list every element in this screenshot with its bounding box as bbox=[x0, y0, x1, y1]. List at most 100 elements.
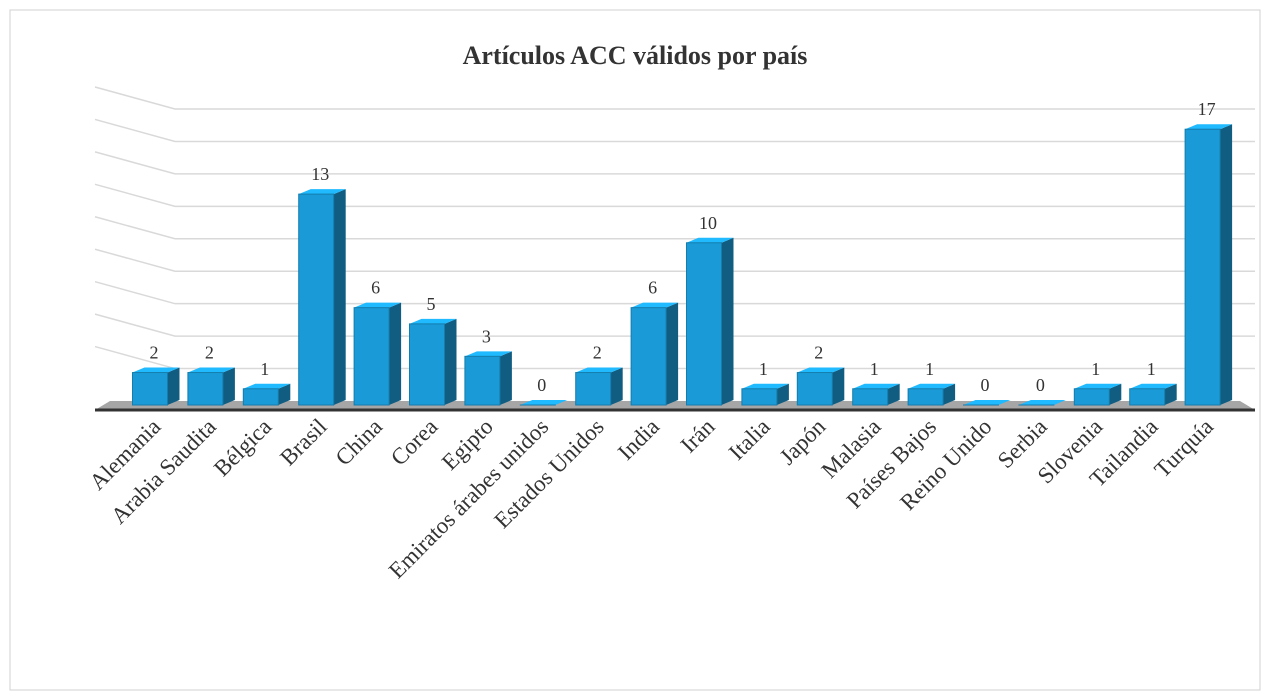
bar-top bbox=[132, 367, 180, 373]
bar-top bbox=[1018, 400, 1066, 405]
bar-front bbox=[242, 388, 279, 406]
grid-line bbox=[94, 313, 1255, 337]
bar bbox=[464, 351, 512, 406]
grid-line bbox=[94, 183, 1255, 208]
data-label: 1 bbox=[260, 359, 269, 379]
bar bbox=[187, 367, 235, 406]
bar-front bbox=[1129, 388, 1166, 406]
bar-front bbox=[852, 388, 889, 406]
bar bbox=[298, 189, 346, 406]
bar-top bbox=[852, 383, 900, 389]
bar-side bbox=[887, 383, 900, 405]
data-label: 17 bbox=[1198, 99, 1216, 119]
grid-line bbox=[94, 118, 1255, 143]
data-label: 2 bbox=[150, 343, 159, 363]
bar-top bbox=[464, 351, 512, 357]
bar-side bbox=[499, 351, 512, 405]
data-label: 1 bbox=[925, 359, 934, 379]
bar-top bbox=[354, 302, 402, 308]
bar bbox=[353, 302, 402, 406]
grid-line bbox=[94, 216, 1255, 240]
data-label: 2 bbox=[814, 343, 823, 363]
bar-top bbox=[963, 400, 1011, 405]
grid-line bbox=[94, 280, 1255, 305]
bar-side bbox=[943, 383, 956, 405]
bar-front bbox=[575, 372, 612, 406]
bar-top bbox=[631, 302, 679, 308]
bar bbox=[686, 237, 734, 406]
bar bbox=[409, 318, 457, 406]
bar bbox=[963, 400, 1011, 406]
data-label: 0 bbox=[1036, 375, 1045, 395]
data-label: 3 bbox=[482, 326, 491, 346]
bar-front bbox=[187, 372, 224, 406]
data-label: 1 bbox=[1147, 359, 1156, 379]
bar-front bbox=[1073, 388, 1110, 406]
bar bbox=[630, 302, 679, 406]
data-label: 13 bbox=[311, 164, 329, 184]
bar bbox=[1073, 383, 1122, 406]
bar bbox=[242, 383, 291, 406]
data-label: 1 bbox=[870, 359, 879, 379]
bar-front bbox=[464, 355, 501, 406]
bar-top bbox=[520, 400, 568, 405]
bar-front bbox=[409, 323, 445, 406]
bar-side bbox=[389, 302, 402, 405]
bar-top bbox=[575, 367, 623, 373]
data-label: 5 bbox=[427, 294, 436, 314]
bar-side bbox=[832, 367, 845, 405]
bar-top bbox=[741, 383, 789, 389]
bar-front bbox=[132, 372, 168, 406]
bar-top bbox=[1185, 124, 1233, 130]
bar-side bbox=[1220, 124, 1233, 405]
bar bbox=[907, 383, 956, 406]
bar-side bbox=[167, 367, 180, 405]
bar-front bbox=[298, 193, 335, 406]
bar-top bbox=[1129, 383, 1177, 389]
chart-title: Artículos ACC válidos por país bbox=[463, 41, 808, 70]
bar-front bbox=[796, 372, 833, 406]
bar-top bbox=[686, 237, 734, 243]
data-label: 1 bbox=[759, 359, 768, 379]
grid-line bbox=[94, 86, 1255, 110]
grid-line bbox=[94, 248, 1255, 272]
bar-top bbox=[409, 318, 457, 324]
bar bbox=[132, 367, 180, 406]
data-label: 10 bbox=[699, 213, 717, 233]
data-label: 0 bbox=[981, 375, 990, 395]
bar bbox=[1018, 400, 1066, 406]
bar bbox=[575, 367, 623, 406]
grid-line bbox=[94, 151, 1255, 175]
bar-top bbox=[243, 383, 291, 389]
bar-top bbox=[298, 189, 346, 195]
bar-side bbox=[721, 237, 734, 405]
bar bbox=[1184, 124, 1233, 406]
bar bbox=[741, 383, 789, 406]
bar-front bbox=[907, 388, 944, 406]
bar bbox=[796, 367, 845, 406]
bar-top bbox=[908, 383, 956, 389]
bar-side bbox=[278, 383, 291, 405]
bar-top bbox=[797, 367, 845, 373]
bar-side bbox=[222, 367, 235, 405]
bar-top bbox=[1074, 383, 1122, 389]
bar-side bbox=[610, 367, 623, 405]
bar-side bbox=[444, 318, 457, 405]
bar-side bbox=[776, 383, 789, 405]
bar bbox=[519, 400, 568, 406]
data-label: 0 bbox=[537, 375, 546, 395]
bar bbox=[852, 383, 900, 406]
bar-top bbox=[187, 367, 235, 373]
bar-front bbox=[741, 388, 778, 406]
data-label: 1 bbox=[1091, 359, 1100, 379]
data-label: 2 bbox=[205, 343, 214, 363]
bar bbox=[1129, 383, 1177, 406]
bar-front bbox=[1184, 128, 1221, 406]
bar-front bbox=[686, 242, 722, 406]
bar-front bbox=[353, 307, 390, 406]
bar-side bbox=[666, 302, 679, 405]
bar-front bbox=[630, 307, 667, 406]
bar-side bbox=[1109, 383, 1122, 405]
